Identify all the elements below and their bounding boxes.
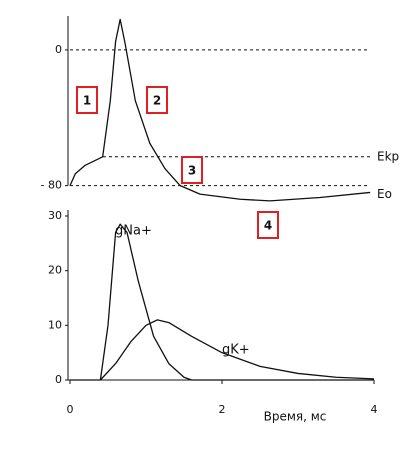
- y-tick-label: 20: [48, 264, 62, 277]
- y-tick-label: 0: [55, 43, 62, 56]
- y-tick-label: 0: [55, 373, 62, 386]
- x-tick-label: 4: [371, 403, 378, 416]
- line: [99, 319, 375, 381]
- reference-label: Eo: [377, 187, 392, 201]
- line: [69, 18, 371, 202]
- annotation-box: [181, 156, 203, 184]
- annotation-box: [76, 86, 98, 114]
- annotation: 1: [83, 94, 91, 108]
- x-tick-label: 0: [67, 403, 74, 416]
- series-label: gNa+: [115, 224, 152, 239]
- annotation: 2: [153, 94, 161, 108]
- y-tick-label: - 80: [41, 179, 62, 192]
- annotation: 3: [188, 164, 196, 178]
- annotation-box: [257, 211, 279, 239]
- x-axis-label: Время, мс: [264, 410, 327, 424]
- series-label: gK+: [222, 343, 250, 358]
- line: [70, 223, 374, 381]
- annotation: 4: [264, 219, 272, 233]
- reference-label: Ekp: [377, 149, 399, 163]
- y-tick-label: 10: [48, 318, 62, 331]
- annotation-box: [146, 86, 168, 114]
- y-tick-label: 30: [48, 209, 62, 222]
- x-tick-label: 2: [219, 403, 226, 416]
